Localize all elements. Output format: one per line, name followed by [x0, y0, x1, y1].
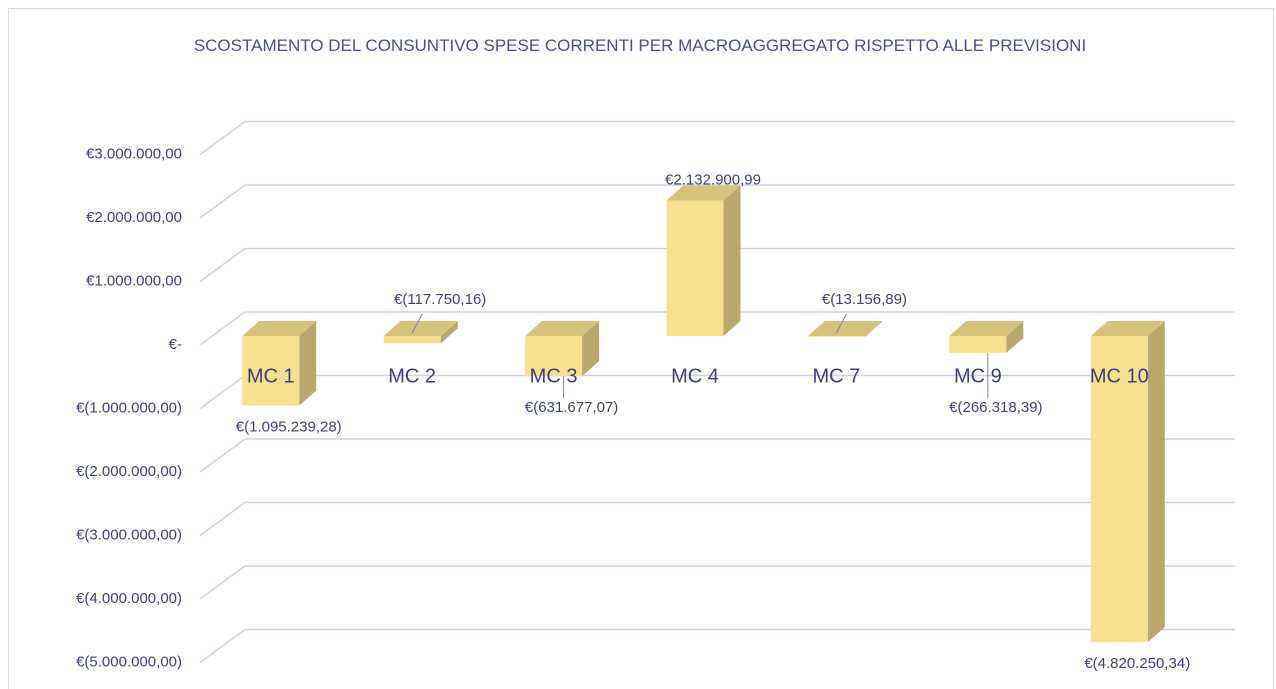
grid-line — [199, 120, 246, 156]
grid-line — [199, 247, 246, 283]
bar-side — [440, 321, 458, 344]
x-tick-label: MC 1 — [247, 365, 295, 387]
data-label: €(631.677,07) — [525, 399, 618, 416]
grid-line — [199, 438, 246, 473]
y-tick-label: €- — [169, 336, 182, 353]
x-tick-label: MC 3 — [530, 365, 578, 387]
bar-top — [525, 321, 600, 336]
y-tick-label: €(4.000.000,00) — [76, 590, 182, 607]
y-tick-label: €3.000.000,00 — [86, 145, 182, 162]
y-tick-label: €(3.000.000,00) — [76, 526, 182, 543]
bar-top — [807, 321, 882, 336]
bar-side — [1006, 321, 1024, 353]
data-label: €(4.820.250,34) — [1084, 655, 1190, 672]
bar-top — [383, 321, 458, 336]
grid-line — [199, 311, 246, 346]
bar-side — [723, 185, 741, 336]
data-label: €2.132.900,99 — [665, 172, 761, 189]
data-label: €(13.156,89) — [822, 291, 907, 308]
bar — [525, 336, 583, 377]
bar — [1090, 336, 1148, 643]
bar-side — [582, 321, 600, 377]
x-tick-label: MC 9 — [954, 365, 1002, 387]
data-label: €(1.095.239,28) — [236, 419, 342, 436]
bar-top — [1090, 321, 1165, 336]
x-tick-label: MC 4 — [671, 365, 719, 387]
y-tick-label: €2.000.000,00 — [86, 209, 182, 226]
chart-title: SCOSTAMENTO DEL CONSUNTIVO SPESE CORRENT… — [193, 36, 1087, 55]
bar-side — [864, 321, 882, 337]
x-tick-label: MC 10 — [1090, 365, 1149, 387]
y-tick-label: €(1.000.000,00) — [76, 399, 182, 416]
grid-line — [199, 628, 246, 664]
y-tick-label: €(5.000.000,00) — [76, 653, 182, 670]
grid-line — [199, 374, 246, 410]
y-tick-label: €(2.000.000,00) — [76, 463, 182, 480]
leader-line — [835, 313, 847, 334]
bar — [666, 200, 724, 336]
bar — [383, 336, 441, 344]
data-label: €(266.318,39) — [949, 399, 1042, 416]
bar-top — [666, 185, 741, 201]
grid-line — [199, 184, 246, 219]
bar — [807, 336, 865, 337]
leader-line — [411, 313, 423, 334]
bar — [949, 336, 1007, 353]
data-label: €(117.750,16) — [394, 291, 486, 308]
x-tick-label: MC 7 — [813, 365, 861, 387]
x-tick-label: MC 2 — [388, 365, 436, 387]
bar — [242, 336, 300, 406]
bar-top — [949, 321, 1024, 336]
bar-top — [242, 321, 317, 336]
grid-line — [199, 501, 246, 537]
y-tick-label: €1.000.000,00 — [86, 272, 182, 289]
chart-frame — [8, 8, 1274, 689]
bar-side — [1147, 321, 1165, 643]
grid-line — [199, 565, 246, 600]
bar-side — [299, 321, 317, 406]
